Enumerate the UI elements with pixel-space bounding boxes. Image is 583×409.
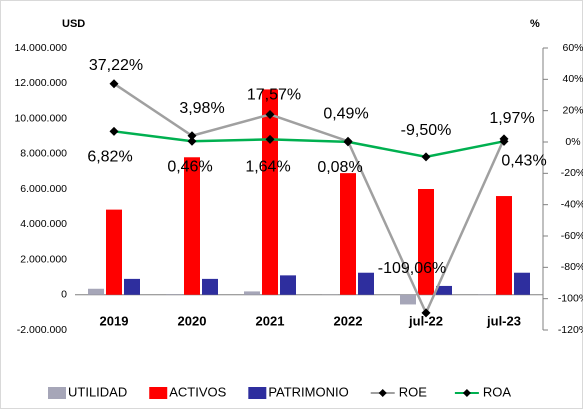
x-tick-label: 2020	[178, 313, 207, 328]
legend-label: ACTIVOS	[169, 384, 226, 399]
y2-tick-label: 40%	[562, 73, 583, 85]
marker	[499, 136, 509, 146]
y2-tick-label: 0%	[565, 136, 580, 148]
value-label: 3,98%	[179, 100, 224, 117]
bar	[166, 294, 182, 295]
x-tick-label: jul-23	[486, 313, 521, 328]
legend-label: ROE	[399, 384, 428, 399]
bar	[514, 272, 530, 295]
y-tick-label: 0	[61, 289, 67, 301]
y-axis-label: USD	[62, 18, 85, 30]
marker	[109, 126, 119, 136]
bar	[418, 189, 434, 295]
value-label: 1,64%	[245, 159, 290, 176]
legend-marker	[462, 389, 471, 397]
legend-swatch	[248, 387, 267, 399]
y-tick-label: 2.000.000	[20, 253, 67, 265]
y-tick-label: 8.000.000	[20, 148, 67, 160]
y2-axis-label: %	[530, 18, 540, 30]
y2-tick-label: -20%	[561, 167, 583, 179]
y2-tick-label: 20%	[562, 104, 583, 116]
marker	[187, 136, 197, 146]
value-label: 37,22%	[89, 57, 143, 74]
legend-label: ROA	[483, 384, 512, 399]
bar	[340, 173, 356, 295]
marker	[421, 308, 431, 318]
x-tick-label: 2021	[256, 313, 285, 328]
bar	[106, 209, 122, 295]
legend-swatch	[48, 387, 66, 399]
bar	[400, 294, 416, 305]
value-label: 0,49%	[323, 105, 368, 122]
line	[113, 130, 505, 159]
y-tick-label: 6.000.000	[20, 183, 67, 195]
x-tick-label: jul-22	[408, 313, 443, 328]
marker	[265, 134, 275, 144]
y2-tick-label: 60%	[562, 42, 583, 54]
y-tick-label: 12.000.000	[14, 77, 67, 89]
legend-marker	[378, 389, 387, 397]
value-label: -109,06%	[378, 260, 447, 277]
y2-tick-label: -80%	[561, 261, 583, 273]
value-label: 0,46%	[167, 158, 212, 175]
marker	[265, 109, 275, 119]
legend-swatch	[149, 387, 168, 399]
bar	[184, 157, 200, 295]
value-label: -9,50%	[401, 122, 452, 139]
bar	[436, 285, 452, 295]
marker	[343, 137, 353, 147]
value-label: 6,82%	[87, 149, 132, 166]
line	[113, 82, 506, 316]
marker	[421, 152, 431, 162]
bar	[202, 278, 218, 295]
bar	[280, 275, 296, 295]
bar	[262, 89, 278, 295]
y2-tick-label: -100%	[558, 292, 583, 304]
value-label: 0,43%	[501, 153, 546, 170]
legend-label: UTILIDAD	[68, 384, 127, 399]
bar	[358, 272, 374, 295]
legend-label: PATRIMONIO	[268, 384, 348, 399]
marker	[109, 79, 119, 89]
value-label: 1,97%	[489, 110, 534, 127]
y2-tick-label: -60%	[561, 230, 583, 242]
x-tick-label: 2019	[100, 313, 129, 328]
value-label: 0,08%	[317, 159, 362, 176]
bar	[496, 196, 512, 295]
y2-tick-label: -120%	[558, 324, 583, 336]
y-tick-label: 10.000.000	[14, 112, 67, 124]
y-tick-label: 4.000.000	[20, 218, 67, 230]
bar	[124, 278, 140, 295]
bar	[244, 291, 260, 295]
value-label: 17,57%	[247, 87, 301, 104]
y-tick-label: -2.000.000	[17, 324, 67, 336]
y-tick-label: 14.000.000	[14, 42, 67, 54]
y2-tick-label: -40%	[561, 198, 583, 210]
marker	[187, 131, 197, 141]
bar	[88, 288, 104, 295]
x-tick-label: 2022	[334, 313, 363, 328]
